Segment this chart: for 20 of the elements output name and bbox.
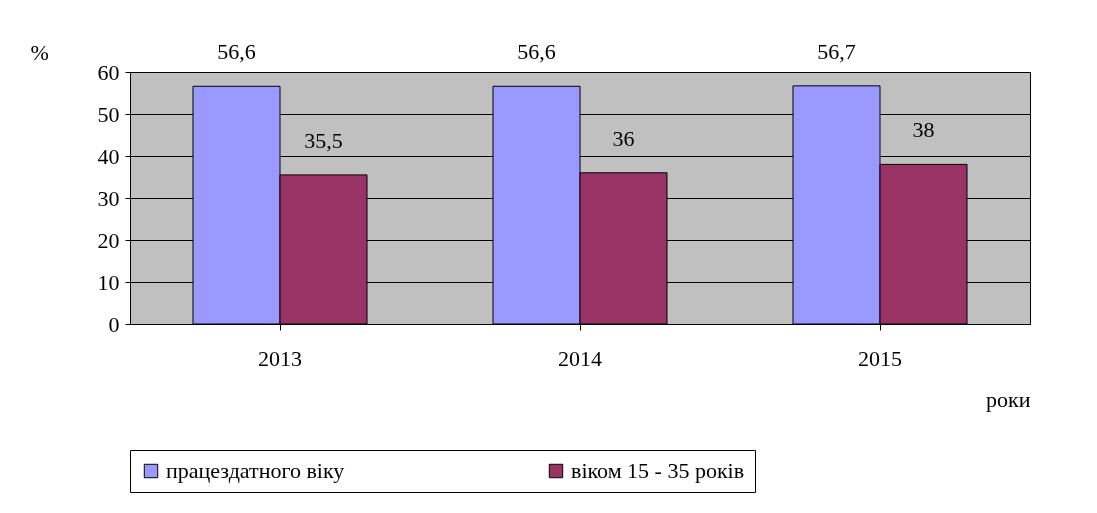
data-label: 56,6 bbox=[217, 39, 256, 65]
y-tick-label: 60 bbox=[97, 59, 120, 85]
y-tick-label: 40 bbox=[97, 143, 120, 169]
x-tick-label: 2014 bbox=[558, 345, 602, 371]
y-tick-label: 30 bbox=[97, 185, 120, 211]
data-label: 35,5 bbox=[304, 127, 343, 153]
y-tick-label: 10 bbox=[97, 269, 120, 295]
y-tick-label: 20 bbox=[97, 227, 120, 253]
x-axis-title: роки bbox=[986, 386, 1031, 412]
y-axis-title: % bbox=[30, 39, 49, 65]
y-tick-label: 0 bbox=[108, 311, 120, 337]
data-label: 36 bbox=[612, 125, 635, 151]
legend-label: віком 15 - 35 років bbox=[571, 458, 745, 483]
y-tick-label: 50 bbox=[97, 101, 120, 127]
data-label: 56,6 bbox=[517, 39, 556, 65]
x-tick-label: 2013 bbox=[258, 345, 302, 371]
legend-label: працездатного віку bbox=[166, 458, 345, 483]
data-label: 38 bbox=[912, 117, 935, 143]
x-tick-label: 2015 bbox=[858, 345, 902, 371]
data-label: 56,7 bbox=[817, 38, 856, 64]
